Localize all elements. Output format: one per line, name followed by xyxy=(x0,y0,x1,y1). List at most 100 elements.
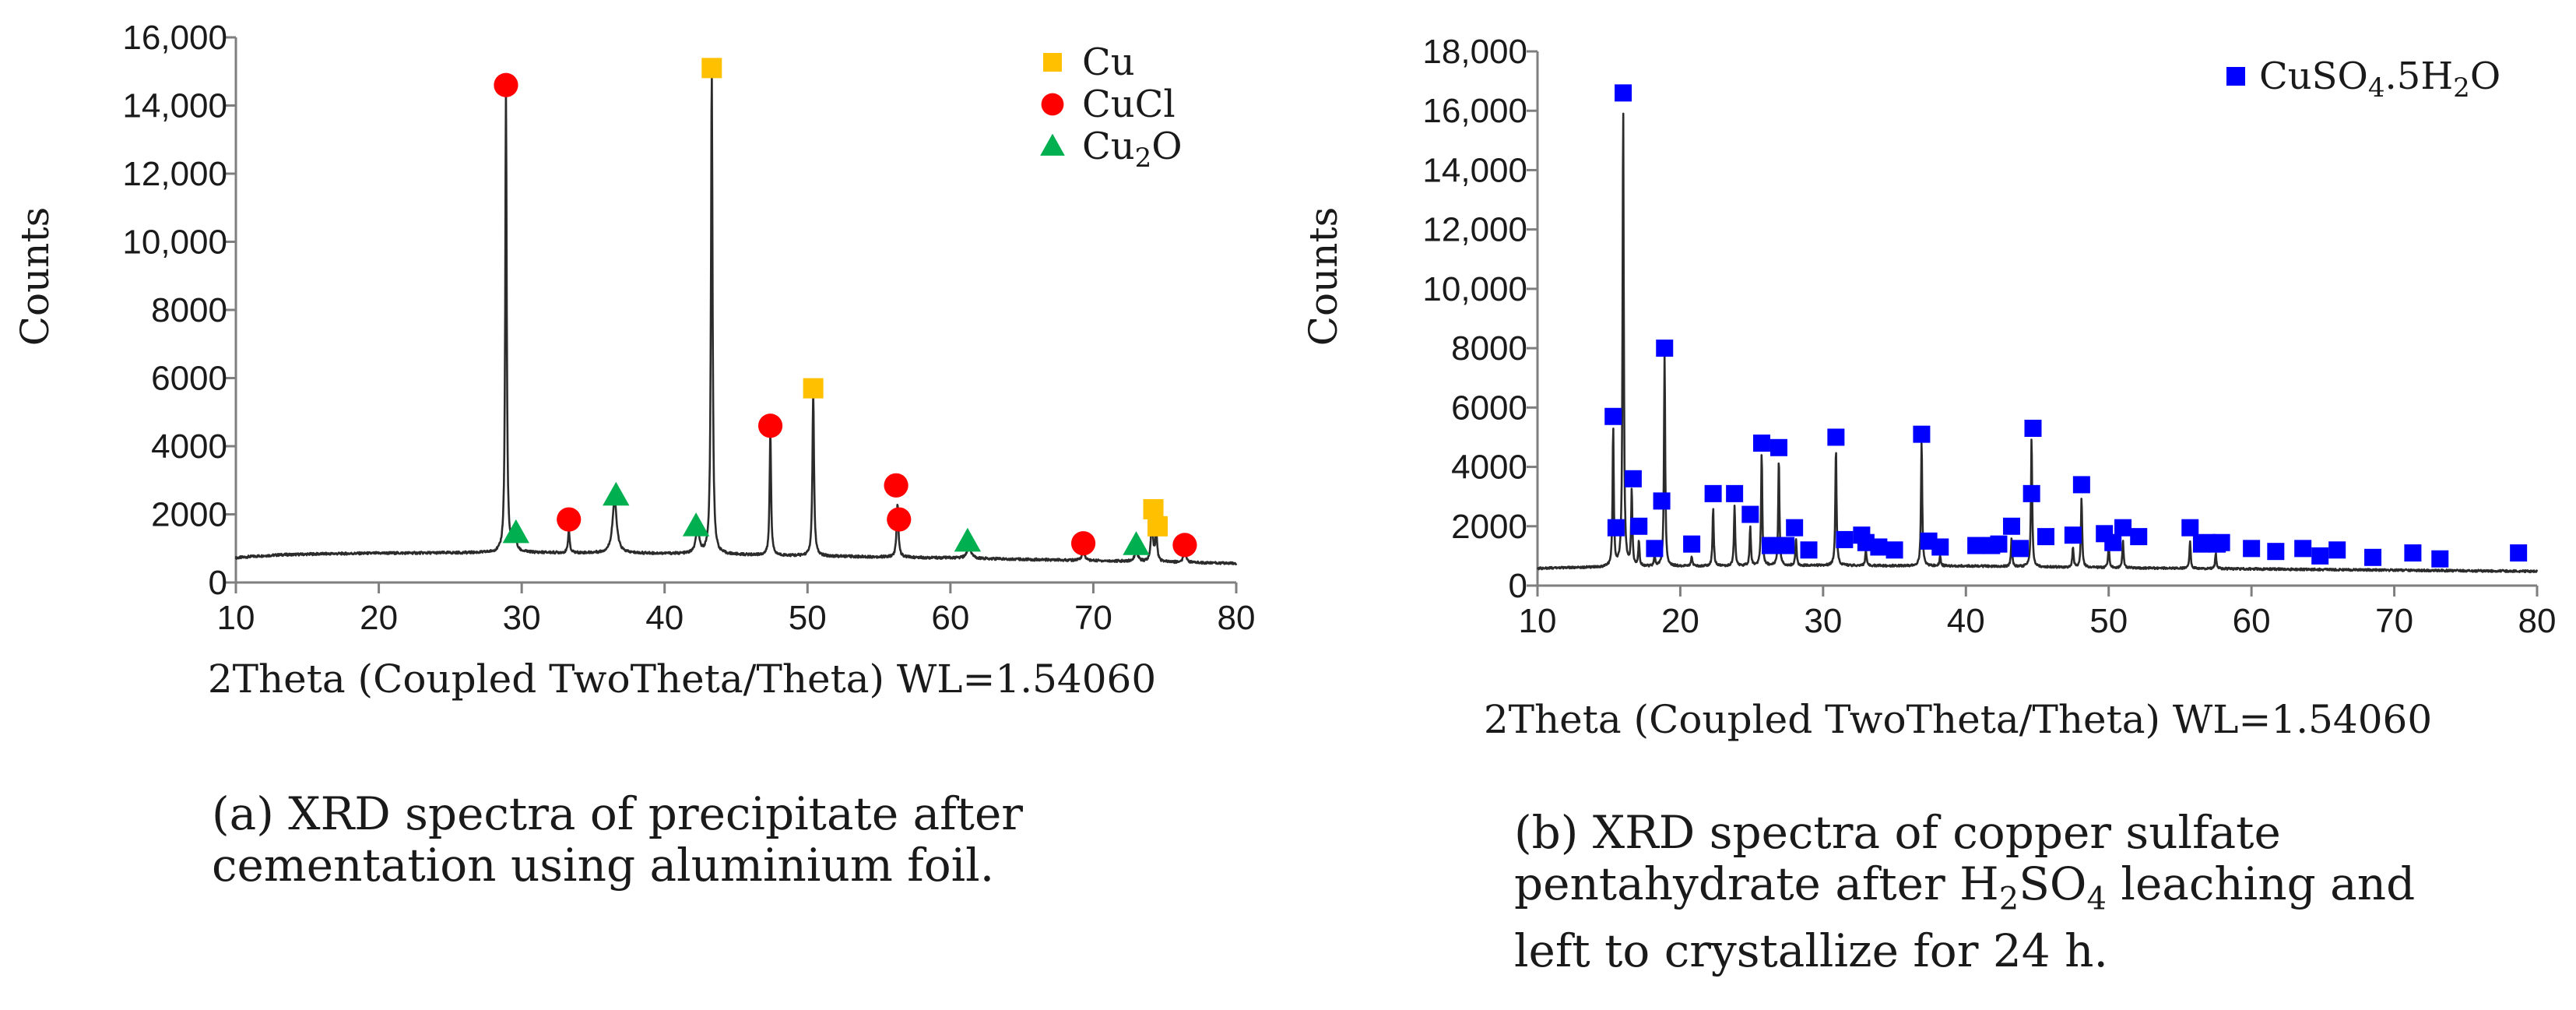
caption-b-line-2-post: leaching and xyxy=(2106,857,2416,910)
x-tick-label: 10 xyxy=(1519,602,1557,640)
x-tick-label: 20 xyxy=(1661,602,1699,640)
y-tick-label: 12,000 xyxy=(1422,211,1527,249)
cuso4-5h2o-marker xyxy=(1931,538,1949,556)
cucl-marker xyxy=(1172,533,1197,558)
cuso4-5h2o-marker xyxy=(1624,470,1642,487)
y-tick-label: 2000 xyxy=(151,496,227,534)
caption-b-line-2: pentahydrate after H2SO4 leaching and xyxy=(1514,858,2415,925)
cuso4-5h2o-marker xyxy=(1653,492,1671,510)
cuso4-5h2o-marker xyxy=(1683,535,1701,553)
cuso4-5h2o-marker xyxy=(1615,84,1632,102)
cuso4-5h2o-marker xyxy=(2212,533,2230,551)
cuso4-5h2o-marker xyxy=(1913,425,1931,443)
cu-marker xyxy=(701,58,722,79)
x-tick-label: 60 xyxy=(931,599,969,637)
legend-label: CuSO4.5H2O xyxy=(2259,55,2500,104)
cuso4-5h2o-marker xyxy=(1836,530,1854,548)
cuso4-5h2o-marker xyxy=(2431,550,2449,568)
chart-a-trace xyxy=(234,75,1238,566)
y-tick-label: 2000 xyxy=(1451,508,1527,546)
cuso4-5h2o-marker xyxy=(2404,544,2422,562)
x-tick-label: 70 xyxy=(1074,599,1112,637)
cuso4-5h2o-marker xyxy=(2364,548,2382,566)
x-tick-label: 80 xyxy=(1218,599,1256,637)
legend-label: CuCl xyxy=(1082,83,1176,126)
cuso4-5h2o-marker xyxy=(2104,533,2122,551)
y-tick-label: 4000 xyxy=(1451,449,1527,487)
cuso4-5h2o-marker xyxy=(2022,484,2040,502)
cuso4-5h2o-marker xyxy=(1827,428,1845,446)
cucl-marker xyxy=(887,507,912,532)
y-tick-label: 0 xyxy=(209,564,227,602)
chart-b-legend: CuSO4.5H2O xyxy=(2226,55,2500,104)
cucl-marker xyxy=(1070,531,1096,556)
x-tick-label: 10 xyxy=(217,599,255,637)
caption-b-line-2-pre: pentahydrate after H xyxy=(1514,857,1999,910)
y-tick-label: 8000 xyxy=(151,291,227,329)
cucl-marker xyxy=(557,507,582,532)
cu-marker xyxy=(803,378,824,399)
y-tick-label: 14,000 xyxy=(122,87,227,125)
cuso4-5h2o-marker xyxy=(1786,519,1804,537)
legend-label: Cu xyxy=(1082,40,1135,84)
chart-b: 0 2000 4000 6000 8000 10,000 12,000 14,000 16,00… xyxy=(1301,33,2556,742)
cuso4-5h2o-marker xyxy=(1870,538,1888,556)
caption-a-line-2: cementation using aluminium foil. xyxy=(212,839,995,892)
cu-marker xyxy=(1147,516,1169,537)
cucl-marker xyxy=(494,72,518,97)
cuso4-5h2o-marker xyxy=(1704,484,1722,502)
caption-b-line-1: (b) XRD spectra of copper sulfate xyxy=(1514,806,2281,859)
cuso4-5h2o-marker xyxy=(2002,517,2020,535)
cuso4-5h2o-marker xyxy=(2510,544,2528,562)
chart-b-axes: 0 2000 4000 6000 8000 10,000 12,000 14,000 16,00… xyxy=(1422,33,2556,640)
cuso4-5h2o-marker xyxy=(2294,540,2312,558)
cuso4-5h2o-marker xyxy=(1857,533,1875,551)
x-tick-label: 40 xyxy=(645,599,684,637)
chart-b-y-axis-title: Counts xyxy=(1301,207,1346,347)
cuso4-5h2o-marker xyxy=(1604,407,1622,425)
x-tick-label: 30 xyxy=(1804,602,1842,640)
x-tick-label: 70 xyxy=(2375,602,2413,640)
chart-a-axes: 0 2000 4000 6000 8000 10,000 12,000 14,000 16,00… xyxy=(122,19,1255,637)
y-tick-label: 8000 xyxy=(1451,329,1527,368)
y-tick-label: 0 xyxy=(1509,567,1527,605)
y-tick-label: 16,000 xyxy=(1422,92,1527,130)
x-tick-label: 50 xyxy=(2089,602,2128,640)
cuso4-5h2o-marker xyxy=(1726,484,1744,502)
cuso4-5h2o-marker xyxy=(1656,340,1674,357)
caption-a-line-1: (a) XRD spectra of precipitate after xyxy=(212,787,1023,840)
cuso4-5h2o-marker xyxy=(1607,519,1625,537)
legend-marker xyxy=(1041,93,1064,116)
cuso4-5h2o-marker xyxy=(2037,528,2055,546)
cuso4-5h2o-marker xyxy=(1761,537,1779,554)
cuso4-5h2o-marker xyxy=(1967,537,1985,554)
cuso4-5h2o-marker xyxy=(2072,476,2090,494)
cuso4-5h2o-marker xyxy=(1769,438,1787,456)
caption-b-line-2-sub2: 4 xyxy=(2086,881,2107,917)
legend-label: Cu2O xyxy=(1082,125,1183,174)
legend-marker xyxy=(1040,133,1065,156)
x-tick-label: 60 xyxy=(2233,602,2271,640)
x-tick-label: 20 xyxy=(360,599,398,637)
chart-a-markers xyxy=(494,58,1197,558)
chart-a-x-axis-title: 2Theta (Coupled TwoTheta/Theta) WL=1.540… xyxy=(208,656,1156,702)
chart-a: 0 2000 4000 6000 8000 10,000 12,000 14,000 16,00… xyxy=(12,19,1255,702)
cucl-marker xyxy=(884,473,908,498)
cuso4-5h2o-marker xyxy=(2114,519,2132,537)
cuso4-5h2o-marker xyxy=(1752,435,1770,452)
y-tick-label: 16,000 xyxy=(122,19,227,57)
chart-b-trace xyxy=(1536,112,2539,574)
x-tick-label: 50 xyxy=(789,599,827,637)
legend-marker xyxy=(1043,53,1062,72)
cuso4-5h2o-marker xyxy=(2328,541,2346,559)
chart-b-markers xyxy=(1604,84,2528,568)
y-tick-label: 4000 xyxy=(151,428,227,466)
cuso4-5h2o-marker xyxy=(1646,540,1664,558)
cuso4-5h2o-marker xyxy=(1885,541,1903,559)
cuso4-5h2o-marker xyxy=(1777,537,1795,554)
cuso4-5h2o-marker xyxy=(2267,543,2285,561)
cuso4-5h2o-marker xyxy=(2243,540,2261,558)
x-tick-label: 80 xyxy=(2518,602,2557,640)
cuso4-5h2o-marker xyxy=(2064,526,2082,544)
